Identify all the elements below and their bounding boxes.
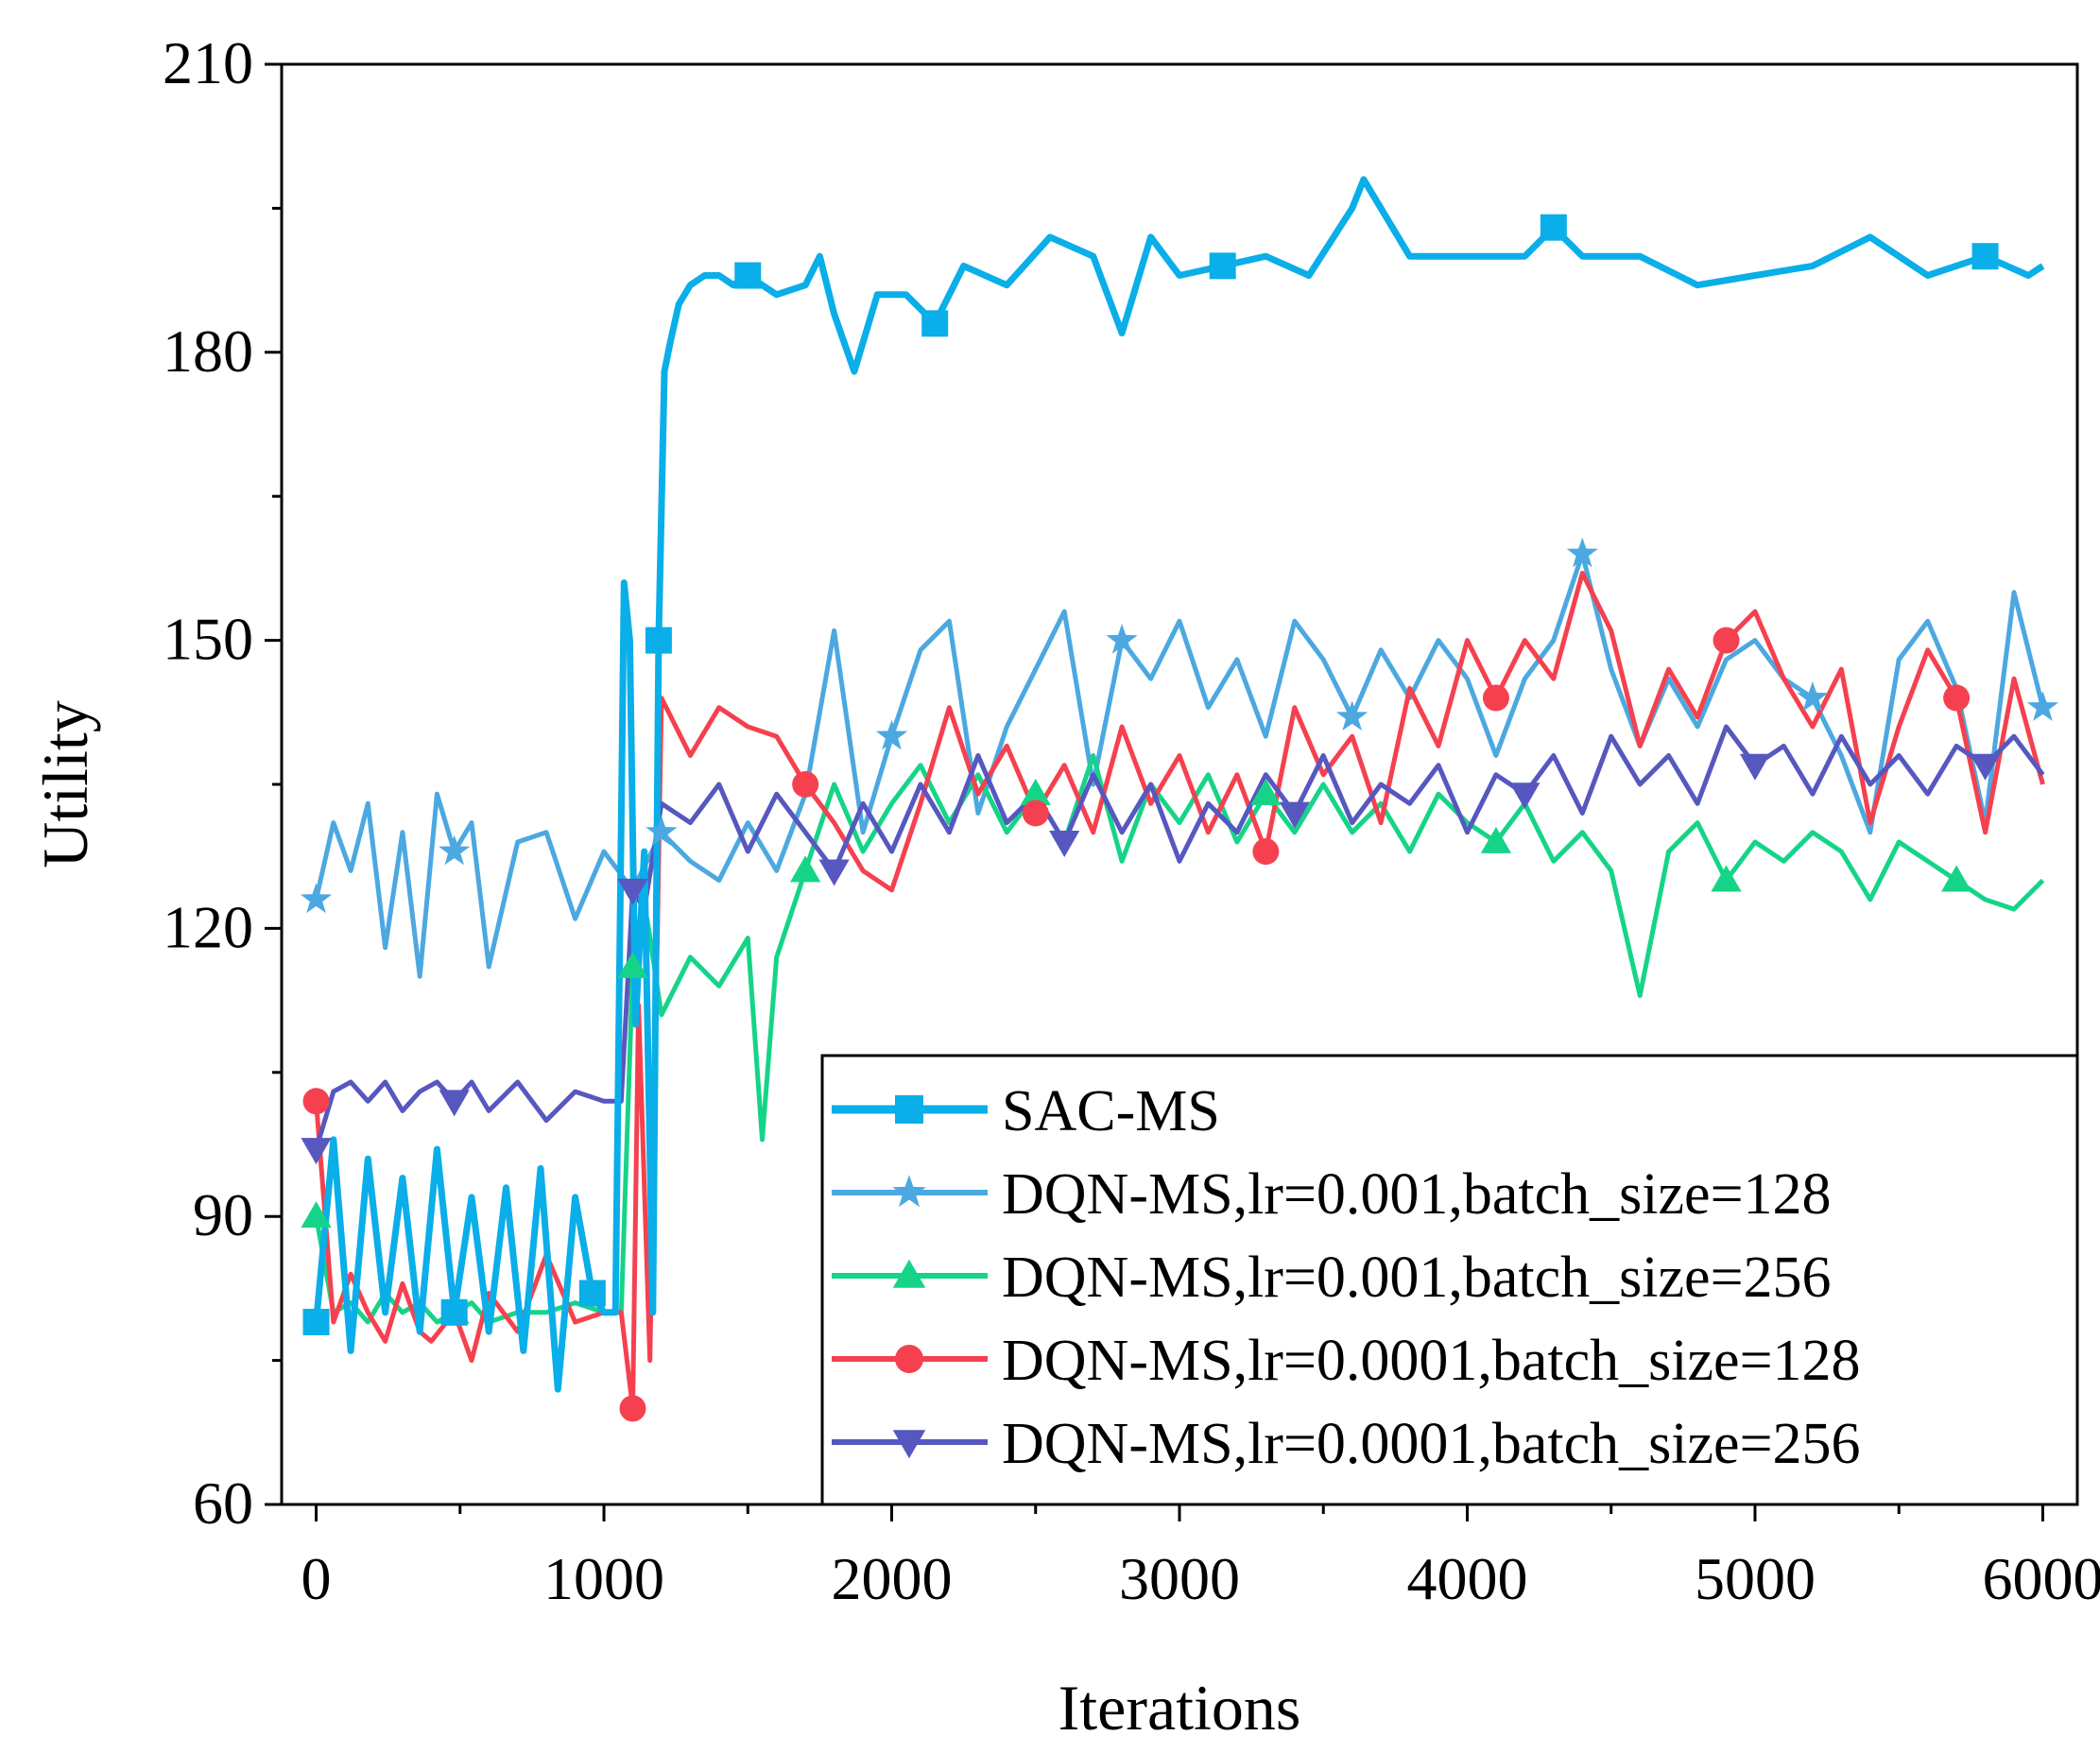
y-tick-label: 60 — [193, 1469, 253, 1537]
data-point — [1336, 700, 1368, 730]
data-point — [1540, 214, 1567, 241]
legend-item: DQN-MS,lr=0.001,batch_size=256 — [832, 1246, 1832, 1310]
x-tick-label: 6000 — [1982, 1545, 2100, 1612]
data-point — [302, 1308, 330, 1335]
tick-labels: 0 1000 2000 3000 4000 5000 6000 60 90 120 150 180 21… — [163, 29, 2100, 1612]
data-point — [818, 859, 850, 886]
data-point — [301, 1201, 332, 1229]
data-point — [1941, 865, 1972, 892]
data-point — [1739, 753, 1771, 781]
data-point — [1797, 681, 1829, 712]
data-point — [1022, 799, 1049, 827]
legend-swatch-marker — [892, 1259, 926, 1288]
data-point — [1482, 684, 1509, 712]
series-line-1 — [314, 551, 2045, 979]
data-point — [1713, 627, 1740, 654]
y-tick-label: 150 — [163, 606, 253, 673]
axis-ticks — [265, 62, 2044, 1521]
data-point — [300, 883, 333, 914]
data-point — [921, 310, 949, 337]
legend-label: DQN-MS,lr=0.001,batch_size=128 — [1002, 1162, 1832, 1227]
data-point — [1209, 252, 1236, 280]
data-point — [790, 855, 821, 883]
data-point — [1252, 838, 1280, 866]
data-point — [439, 834, 471, 866]
data-point — [617, 878, 648, 905]
x-tick-label: 4000 — [1406, 1545, 1527, 1612]
data-point — [1943, 684, 1971, 712]
legend-label: DQN-MS,lr=0.0001,batch_size=256 — [1002, 1412, 1861, 1476]
data-point — [1106, 624, 1138, 654]
data-point — [1049, 831, 1080, 858]
data-point — [1970, 753, 2001, 781]
legend: SAC-MS DQN-MS,lr=0.001,batch_size=128 DQN-… — [820, 1054, 2079, 1506]
data-point — [578, 1280, 606, 1307]
x-tick-label: 2000 — [832, 1545, 953, 1612]
legend-item: DQN-MS,lr=0.0001,batch_size=256 — [832, 1412, 1861, 1476]
data-point — [440, 1298, 468, 1326]
series-markers — [300, 214, 2059, 1422]
data-point — [2026, 691, 2059, 721]
legend-label: DQN-MS,lr=0.0001,batch_size=128 — [1002, 1329, 1861, 1393]
legend-label: SAC-MS — [1002, 1079, 1220, 1143]
y-tick-label: 210 — [163, 29, 253, 96]
data-point — [439, 1090, 470, 1117]
y-tick-label: 180 — [163, 318, 253, 385]
y-axis-title: Utility — [29, 700, 101, 868]
legend-item: DQN-MS,lr=0.0001,batch_size=128 — [832, 1329, 1861, 1393]
x-axis-title: Iterations — [1059, 1672, 1301, 1744]
x-tick-label: 5000 — [1695, 1545, 1816, 1612]
x-tick-label: 0 — [301, 1545, 332, 1612]
data-point — [1250, 779, 1282, 806]
legend-swatch-marker — [895, 1095, 923, 1124]
data-point — [1509, 782, 1541, 810]
x-tick-label: 3000 — [1119, 1545, 1240, 1612]
legend-label: DQN-MS,lr=0.001,batch_size=256 — [1002, 1246, 1832, 1310]
data-point — [1971, 243, 1999, 270]
data-point — [301, 1138, 332, 1165]
data-point — [875, 719, 908, 750]
data-point — [302, 1088, 330, 1115]
legend-swatch-marker — [895, 1345, 923, 1373]
legend-item: SAC-MS — [832, 1079, 1220, 1143]
data-point — [734, 262, 762, 289]
series-line-0 — [313, 176, 2045, 1393]
x-tick-label: 1000 — [543, 1545, 664, 1612]
y-tick-label: 120 — [163, 893, 253, 960]
data-point — [792, 771, 819, 798]
legend-swatch-marker — [892, 1175, 926, 1208]
data-point — [619, 1395, 646, 1422]
data-point — [1020, 779, 1051, 806]
data-point — [645, 816, 678, 846]
y-tick-label: 90 — [193, 1181, 253, 1248]
data-point — [1566, 537, 1598, 568]
legend-box — [820, 1054, 2079, 1506]
data-point — [617, 951, 648, 978]
data-point — [1711, 865, 1742, 892]
legend-swatch-marker — [892, 1430, 926, 1459]
data-point — [645, 627, 672, 654]
data-point — [1480, 826, 1512, 853]
legend-item: DQN-MS,lr=0.001,batch_size=128 — [832, 1162, 1832, 1227]
series-line-4 — [314, 724, 2045, 1150]
data-point — [1279, 801, 1310, 829]
